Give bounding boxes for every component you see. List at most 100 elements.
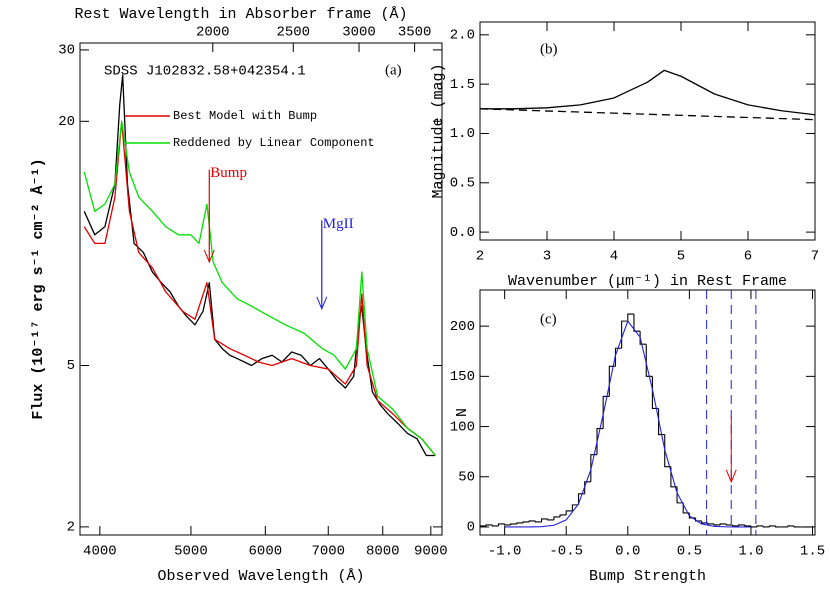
x-axis-label: Bump Strength — [589, 568, 706, 585]
plot-area — [480, 290, 813, 535]
y-tick-label: 200 — [450, 319, 475, 335]
x-tick-label: 9000 — [414, 544, 448, 560]
x-axis-label: Observed Wavelength (Å) — [157, 568, 364, 585]
histogram-bin — [731, 524, 739, 527]
histogram-bin — [565, 510, 573, 515]
y-tick-label: 2 — [67, 520, 75, 536]
series-line — [83, 120, 436, 456]
x-tick-label: 1.0 — [738, 544, 763, 560]
x2-tick-label: 2500 — [276, 25, 310, 41]
panel-label: (b) — [540, 41, 558, 57]
x-tick-label: 1.5 — [800, 544, 825, 560]
histogram-bin — [627, 313, 634, 322]
arrow-head — [725, 469, 737, 484]
y-tick-label: 5 — [67, 358, 75, 374]
plot-area — [83, 74, 436, 457]
histogram-bin — [590, 454, 598, 482]
arrow-head — [316, 296, 328, 311]
histogram-bin — [571, 504, 579, 511]
histogram-bin — [510, 523, 517, 525]
histogram-bin — [775, 525, 782, 528]
x-tick-label: -0.5 — [549, 544, 583, 560]
y-axis-label: N — [454, 408, 471, 417]
y-tick-label: 1.0 — [450, 126, 475, 142]
histogram-bin — [787, 525, 795, 527]
histogram-bin — [719, 523, 727, 525]
histogram-bin — [744, 524, 751, 527]
series-line — [83, 120, 436, 456]
histogram-bin — [688, 512, 696, 519]
histogram-bin — [534, 520, 542, 523]
panel-label: (c) — [540, 311, 557, 327]
y-axis-label: Flux (10⁻¹⁷ erg s⁻¹ cm⁻² Å⁻¹) — [30, 158, 47, 419]
histogram-bin — [480, 525, 487, 527]
plot-area — [480, 69, 815, 121]
y-axis-label: Magnitude (mag) — [430, 63, 447, 198]
histogram-bin — [547, 518, 554, 521]
y-tick-label: 30 — [58, 43, 75, 59]
x2-tick-label: 3500 — [398, 25, 432, 41]
histogram-bin — [633, 314, 641, 332]
histogram-bin — [725, 523, 733, 526]
marker-label: Bump — [210, 165, 247, 181]
arrow-head — [203, 249, 215, 264]
x-tick-label: 5000 — [174, 544, 208, 560]
histogram-bin — [738, 524, 745, 526]
fit-curve — [504, 319, 751, 528]
histogram-bin — [713, 523, 721, 526]
y-tick-label: 0.0 — [450, 225, 475, 241]
x-tick-label: 5 — [677, 249, 685, 265]
x-axis-label: Wavenumber (μm⁻¹) in Rest Frame — [508, 273, 787, 290]
histogram-bin — [491, 524, 499, 527]
y-tick-label: 0.5 — [450, 175, 475, 191]
histogram-bin — [793, 525, 801, 528]
histogram-bin — [584, 481, 591, 494]
x-tick-label: 8000 — [366, 544, 400, 560]
histogram-bin — [762, 525, 770, 528]
legend-label: Best Model with Bump — [173, 109, 317, 123]
histogram-bin — [553, 516, 561, 520]
plot-frame — [479, 289, 816, 536]
x2-tick-label: 3000 — [342, 25, 376, 41]
y-tick-label: 2.0 — [450, 28, 475, 44]
histogram-bin — [497, 523, 505, 526]
histogram-bin — [504, 523, 511, 526]
y-tick-label: 150 — [450, 369, 475, 385]
x-tick-label: 4 — [610, 249, 618, 265]
histogram-bin — [639, 331, 647, 345]
x-tick-label: 4000 — [83, 544, 117, 560]
x2-axis-label: Rest Wavelength in Absorber frame (Å) — [74, 6, 407, 23]
histogram-bin — [664, 434, 671, 468]
histogram-bin — [485, 524, 493, 526]
y-tick-label: 1.5 — [450, 77, 475, 93]
x-tick-label: 7 — [811, 249, 819, 265]
y-tick-label: 50 — [458, 469, 475, 485]
plot-frame — [79, 42, 443, 536]
x-tick-label: 6000 — [249, 544, 283, 560]
histogram-bin — [756, 525, 764, 527]
y-tick-label: 100 — [450, 419, 475, 435]
histogram-bin — [701, 520, 708, 524]
x-tick-label: 7000 — [311, 544, 345, 560]
histogram-bin — [596, 428, 604, 455]
histogram-bin — [516, 522, 524, 524]
x-tick-label: 3 — [543, 249, 551, 265]
histogram-bin — [559, 514, 567, 517]
x-tick-label: 0.0 — [615, 544, 640, 560]
object-label: SDSS J102832.58+042354.1 — [104, 64, 306, 80]
legend-label: Reddened by Linear Component — [173, 136, 375, 150]
x-tick-label: 6 — [744, 249, 752, 265]
histogram-bin — [707, 522, 715, 525]
histogram-bin — [768, 525, 776, 527]
y-tick-label: 20 — [58, 114, 75, 130]
histogram-bin — [614, 347, 622, 367]
plot-frame — [479, 21, 816, 241]
marker-label: MgII — [323, 216, 354, 232]
x-tick-label: 0.5 — [677, 544, 702, 560]
histogram-bin — [541, 518, 548, 522]
x2-tick-label: 2000 — [196, 25, 230, 41]
x-tick-label: -1.0 — [488, 544, 522, 560]
y-tick-label: 0 — [467, 520, 475, 536]
